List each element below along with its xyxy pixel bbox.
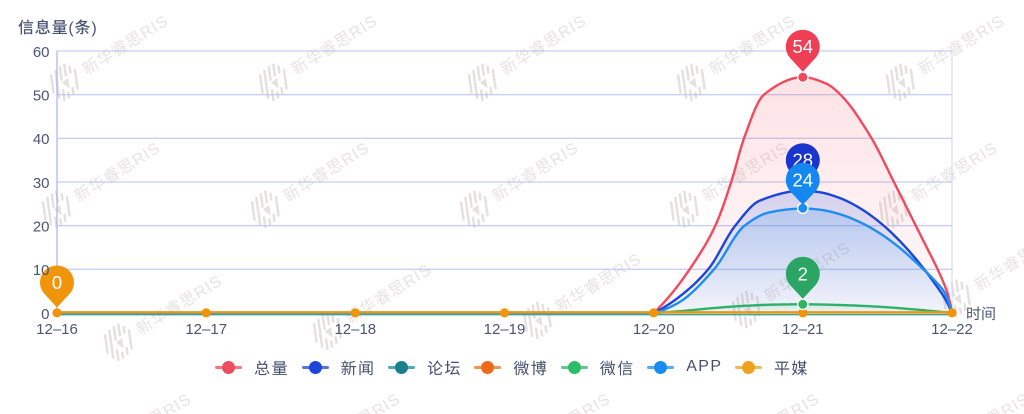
svg-text:30: 30 — [33, 175, 50, 192]
svg-text:10: 10 — [33, 262, 50, 279]
svg-text:54: 54 — [793, 36, 814, 57]
svg-text:24: 24 — [793, 169, 814, 190]
svg-text:12–22: 12–22 — [931, 321, 973, 338]
svg-text:40: 40 — [33, 131, 50, 148]
svg-text:12–20: 12–20 — [633, 321, 675, 338]
svg-text:12–19: 12–19 — [484, 321, 526, 338]
svg-text:2: 2 — [798, 263, 808, 284]
svg-text:12–17: 12–17 — [185, 321, 227, 338]
svg-text:20: 20 — [33, 219, 50, 236]
svg-text:时间: 时间 — [966, 306, 996, 323]
svg-text:0: 0 — [52, 272, 62, 293]
svg-text:12–16: 12–16 — [36, 321, 78, 338]
svg-text:60: 60 — [33, 44, 50, 61]
svg-text:12–18: 12–18 — [334, 321, 376, 338]
svg-text:12–21: 12–21 — [782, 321, 824, 338]
svg-text:50: 50 — [33, 88, 50, 105]
svg-text:0: 0 — [41, 306, 49, 323]
